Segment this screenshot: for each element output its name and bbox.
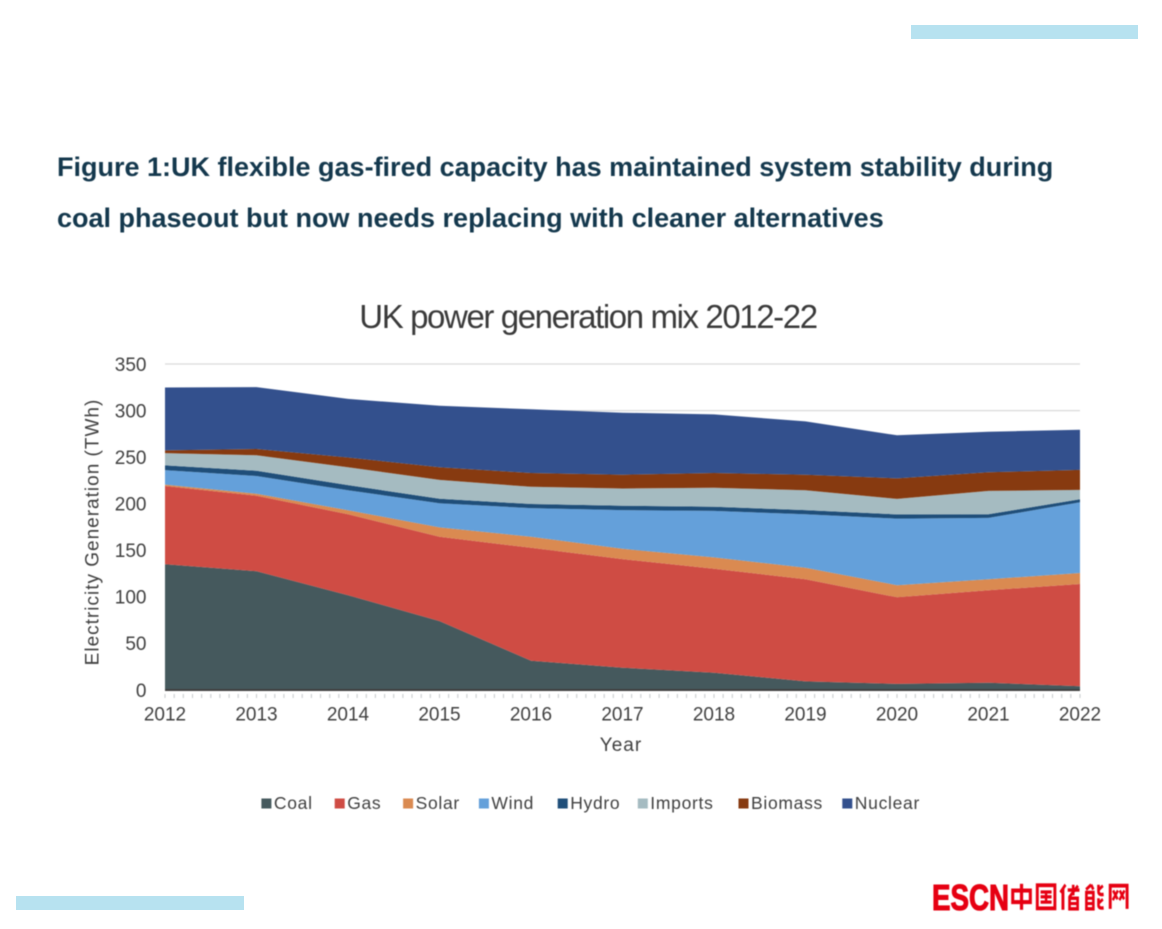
svg-text:ESCN: ESCN [932,877,1009,918]
svg-text:Electricity Generation (TWh): Electricity Generation (TWh) [83,399,104,666]
svg-text:2016: 2016 [510,705,552,726]
svg-text:2012: 2012 [144,705,186,726]
svg-text:350: 350 [115,355,147,376]
svg-text:100: 100 [115,588,147,609]
svg-text:250: 250 [115,448,147,469]
svg-text:2021: 2021 [967,705,1009,726]
svg-text:Biomass: Biomass [751,793,823,813]
svg-text:2017: 2017 [601,705,643,726]
svg-text:Hydro: Hydro [570,793,620,813]
svg-text:200: 200 [115,495,147,516]
svg-text:Wind: Wind [491,793,534,813]
svg-text:Gas: Gas [347,793,381,813]
svg-text:2018: 2018 [693,705,735,726]
svg-text:2019: 2019 [784,705,826,726]
svg-text:2014: 2014 [327,705,370,726]
svg-text:Coal: Coal [274,793,313,813]
svg-text:Imports: Imports [650,793,713,813]
svg-text:2020: 2020 [876,705,918,726]
svg-text:2022: 2022 [1059,705,1101,726]
svg-text:UK power generation mix 2012-2: UK power generation mix 2012-22 [359,298,816,335]
svg-text:2015: 2015 [418,705,460,726]
svg-text:50: 50 [125,634,146,655]
svg-text:0: 0 [136,681,147,702]
svg-text:300: 300 [115,401,147,422]
svg-text:Year: Year [600,735,642,756]
svg-text:150: 150 [115,541,147,562]
svg-text:Solar: Solar [416,793,460,813]
svg-text:Nuclear: Nuclear [855,793,920,813]
svg-text:2013: 2013 [235,705,277,726]
